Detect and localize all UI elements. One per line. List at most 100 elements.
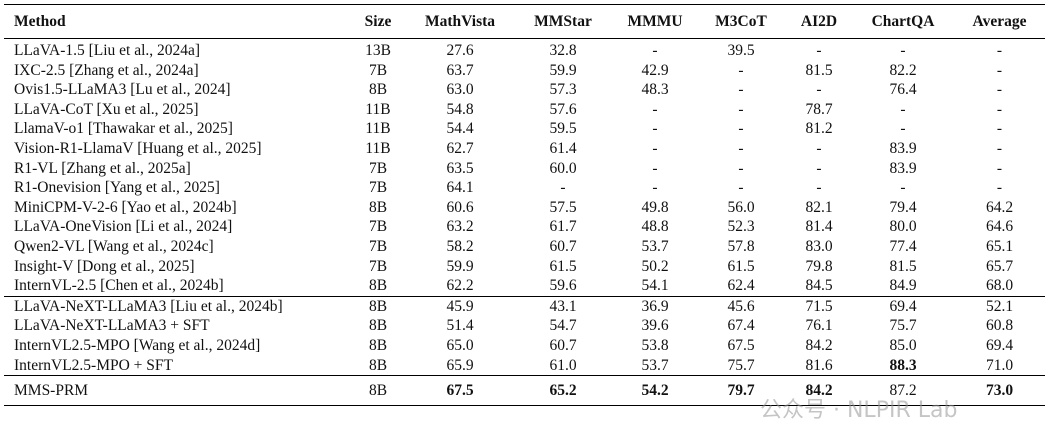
value-cell: 53.8: [641, 336, 669, 354]
value-cell: 69.4: [889, 297, 917, 315]
column-header: MathVista: [424, 12, 496, 30]
value-cell: -: [996, 139, 1003, 157]
method-cell: LLaVA-NeXT-LLaMA3 [Liu et al., 2024b]: [14, 297, 283, 315]
value-cell: -: [996, 81, 1003, 99]
value-cell: -: [900, 42, 906, 59]
value-cell: 13B: [365, 42, 391, 59]
value-cell: -: [738, 179, 744, 197]
value-cell: 58.2: [446, 237, 474, 255]
value-cell: 51.4: [446, 317, 474, 335]
value-cell: -: [816, 81, 822, 99]
value-cell: 8B: [368, 317, 388, 335]
value-cell: 48.3: [641, 81, 669, 99]
table-row: Ovis1.5-LLaMA3 [Lu et al., 2024] 8B 63.0 57…: [4, 80, 1045, 100]
value-cell: 48.8: [641, 218, 669, 236]
value-cell: 61.4: [549, 139, 577, 157]
method-cell: MMS-PRM: [14, 381, 89, 399]
value-cell: 84.5: [805, 277, 833, 295]
column-header: M3CoT: [715, 12, 767, 30]
column-header: Size: [364, 12, 392, 30]
value-cell: 7B: [368, 237, 388, 255]
value-cell: 82.2: [889, 61, 917, 79]
value-cell: 81.4: [805, 218, 833, 236]
value-cell: 8B: [368, 336, 388, 354]
value-cell: 62.7: [446, 139, 474, 157]
value-cell: -: [652, 120, 658, 138]
value-cell: 87.2: [889, 381, 917, 399]
value-cell: -: [816, 179, 822, 197]
value-cell: 59.9: [549, 61, 577, 79]
value-cell: 64.6: [985, 218, 1014, 236]
value-cell: 84.2: [805, 336, 833, 354]
value-cell: -: [816, 159, 822, 177]
table-row: LLaVA-NeXT-LLaMA3 [Liu et al., 2024b] 8B 4…: [4, 296, 1045, 316]
value-cell: -: [900, 179, 906, 197]
value-cell: 71.0: [985, 356, 1014, 374]
table-row: InternVL2.5-MPO [Wang et al., 2024d] 8B 65…: [4, 336, 1045, 356]
column-header: ChartQA: [871, 12, 935, 30]
method-cell: R1-Onevision [Yang et al., 2025]: [14, 179, 220, 197]
table-row: LLaVA-NeXT-LLaMA3 + SFT 8B 51.4 54.7 39.6 67.…: [4, 316, 1045, 336]
value-cell: 61.7: [549, 218, 577, 236]
value-cell: 79.4: [889, 198, 917, 216]
value-cell: 76.4: [889, 81, 917, 99]
value-cell: -: [652, 100, 658, 118]
column-header: MMMU: [627, 12, 683, 30]
value-cell: 7B: [368, 179, 388, 197]
table-row: R1-VL [Zhang et al., 2025a] 7B 63.5 60.0 - - -…: [4, 159, 1045, 179]
value-cell: 27.6: [446, 42, 474, 59]
value-cell: 65.2: [549, 381, 577, 399]
value-cell: 63.5: [446, 159, 474, 177]
value-cell: 83.9: [889, 139, 917, 157]
value-cell: 50.2: [641, 257, 669, 275]
value-cell: 57.3: [549, 81, 577, 99]
value-cell: 42.9: [641, 61, 669, 79]
value-cell: 63.2: [446, 218, 474, 236]
table-row: LLaVA-CoT [Xu et al., 2025] 11B 54.8 57.6 - -…: [4, 100, 1045, 120]
value-cell: 57.5: [549, 198, 577, 216]
method-cell: MiniCPM-V-2-6 [Yao et al., 2024b]: [14, 198, 237, 216]
value-cell: 64.1: [446, 179, 474, 197]
value-cell: 8B: [368, 381, 388, 399]
value-cell: 52.3: [727, 218, 755, 236]
value-cell: 71.5: [805, 297, 833, 315]
value-cell: 60.6: [446, 198, 474, 216]
value-cell: 76.1: [805, 317, 833, 335]
method-cell: LlamaV-o1 [Thawakar et al., 2025]: [14, 120, 233, 138]
value-cell: -: [652, 179, 658, 197]
table-row: InternVL2.5-MPO + SFT 8B 65.9 61.0 53.7 75.7 8…: [4, 356, 1045, 376]
value-cell: 8B: [368, 81, 388, 99]
value-cell: 8B: [368, 297, 388, 315]
value-cell: 82.1: [805, 198, 833, 216]
value-cell: 39.6: [641, 317, 669, 335]
value-cell: 45.6: [727, 297, 755, 315]
value-cell: 57.6: [549, 100, 577, 118]
table-row: InternVL-2.5 [Chen et al., 2024b] 8B 62.2 5…: [4, 276, 1045, 296]
column-header: Method: [14, 12, 66, 30]
value-cell: 52.1: [985, 297, 1014, 315]
value-cell: 88.3: [889, 356, 917, 374]
method-cell: Ovis1.5-LLaMA3 [Lu et al., 2024]: [14, 81, 231, 99]
value-cell: 81.6: [805, 356, 833, 374]
method-cell: LLaVA-1.5 [Liu et al., 2024a]: [14, 42, 201, 59]
value-cell: 59.9: [446, 257, 474, 275]
value-cell: -: [816, 139, 822, 157]
value-cell: 65.1: [985, 237, 1014, 255]
value-cell: 56.0: [727, 198, 755, 216]
value-cell: 65.0: [446, 336, 474, 354]
table-row: LLaVA-OneVision [Li et al., 2024] 7B 63.2 6…: [4, 217, 1045, 237]
value-cell: -: [996, 42, 1003, 59]
method-cell: LLaVA-OneVision [Li et al., 2024]: [14, 218, 233, 236]
value-cell: 54.4: [446, 120, 474, 138]
table-row: IXC-2.5 [Zhang et al., 2024a] 7B 63.7 59.9 4…: [4, 61, 1045, 81]
value-cell: 77.4: [889, 237, 917, 255]
value-cell: 75.7: [889, 317, 917, 335]
value-cell: 65.7: [985, 257, 1014, 275]
value-cell: 54.2: [641, 381, 669, 399]
value-cell: -: [738, 139, 744, 157]
value-cell: 7B: [368, 159, 388, 177]
value-cell: 75.7: [727, 356, 755, 374]
table-row: R1-Onevision [Yang et al., 2025] 7B 64.1 - -…: [4, 178, 1045, 198]
header-row: Method Size MathVista MMStar MMMU M3CoT AI2D Ch…: [4, 4, 1045, 39]
